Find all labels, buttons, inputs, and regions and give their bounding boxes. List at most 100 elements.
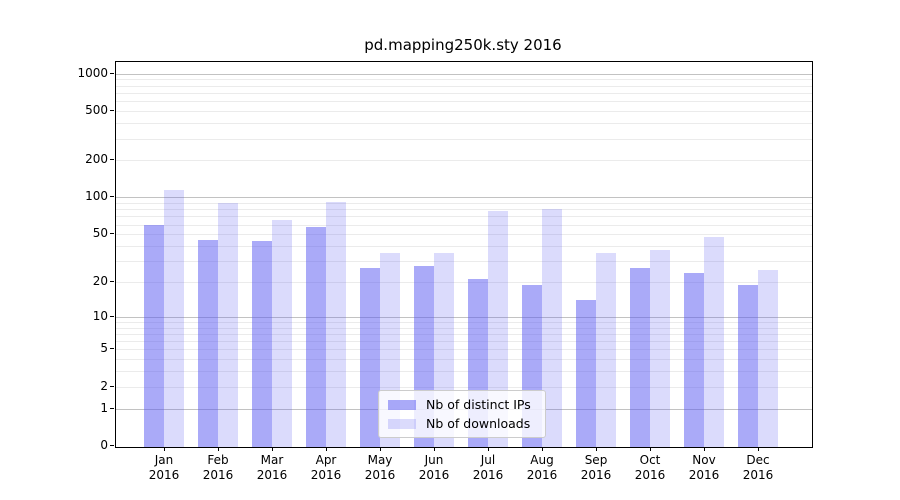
bar-distinct-ips [360, 268, 380, 447]
x-axis-tick [650, 447, 651, 451]
gridline-major [116, 316, 812, 318]
y-axis-tick-label: 10 [92, 308, 108, 323]
gridline-minor [116, 341, 812, 343]
gridline-minor [116, 371, 812, 373]
y-axis-tick [110, 280, 114, 282]
gridline-minor [116, 333, 812, 335]
x-axis-tick-label: Mar 2016 [256, 453, 288, 482]
y-axis-tick-label: 1 [100, 400, 108, 415]
gridline-minor [116, 138, 812, 140]
plot-area: Nb of distinct IPs Nb of downloads [115, 61, 813, 448]
bar-downloads [542, 209, 562, 447]
gridline-minor [116, 327, 812, 329]
y-axis-tick-label: 200 [85, 152, 108, 167]
x-axis-tick-label: Oct 2016 [634, 453, 666, 482]
gridline-minor [116, 111, 812, 112]
x-axis-tick [704, 447, 705, 451]
bar-downloads [326, 202, 346, 447]
bar-distinct-ips [630, 268, 650, 447]
x-axis-tick-label: Nov 2016 [688, 453, 720, 482]
gridline-major [116, 197, 812, 199]
x-axis-tick-label: Jun 2016 [418, 453, 450, 482]
gridline-minor [116, 160, 812, 162]
gridline-major [116, 73, 812, 75]
y-axis-tick [110, 348, 114, 350]
gridline-minor [116, 202, 812, 204]
x-axis-tick-label: Feb 2016 [202, 453, 234, 482]
bar-downloads [164, 190, 184, 447]
gridline-minor [116, 359, 812, 361]
gridline-minor [116, 386, 812, 388]
legend-item: Nb of downloads [379, 416, 545, 431]
legend-swatch-downloads [388, 418, 416, 429]
x-axis-tick [218, 447, 219, 451]
x-axis-tick [164, 447, 165, 451]
gridline-minor [116, 85, 812, 87]
x-axis-tick [758, 447, 759, 451]
x-axis-tick [434, 447, 435, 451]
bar-distinct-ips [684, 272, 704, 447]
chart-title: pd.mapping250k.sty 2016 [364, 36, 562, 54]
x-axis-tick-label: Sep 2016 [580, 453, 612, 482]
y-axis-tick-label: 2 [100, 378, 108, 393]
y-axis-tick [110, 385, 114, 387]
legend-swatch-distinct-ips [388, 399, 416, 410]
y-axis-tick-label: 20 [92, 273, 108, 288]
bar-downloads [758, 270, 778, 447]
gridline-minor [116, 224, 812, 226]
gridline-minor [116, 261, 812, 262]
bar-downloads [488, 211, 508, 447]
y-axis-tick-label: 1000 [77, 65, 108, 80]
x-axis-tick-label: Jul 2016 [472, 453, 504, 482]
x-axis-tick-label: Apr 2016 [310, 453, 342, 482]
x-axis-tick [326, 447, 327, 451]
gridline-minor [116, 209, 812, 211]
gridline-minor [116, 216, 812, 218]
bar-downloads [218, 202, 238, 447]
y-axis-tick [110, 196, 114, 198]
y-axis-tick [110, 110, 114, 111]
x-axis-tick-label: May 2016 [364, 453, 396, 482]
x-axis-tick-label: Jan 2016 [148, 453, 180, 482]
y-axis-tick [110, 315, 114, 317]
x-axis-tick [380, 447, 381, 451]
x-axis-tick-label: Dec 2016 [742, 453, 774, 482]
y-axis-tick-label: 100 [85, 189, 108, 204]
bar-distinct-ips [252, 240, 272, 447]
y-axis-tick [110, 445, 114, 446]
x-axis-tick [272, 447, 273, 451]
gridline-minor [116, 101, 812, 103]
gridline-minor [116, 349, 812, 351]
legend-label: Nb of distinct IPs [426, 397, 531, 412]
legend-item: Nb of distinct IPs [379, 397, 545, 412]
bar-distinct-ips [144, 225, 164, 447]
y-axis-tick-label: 500 [85, 103, 108, 117]
y-axis-tick-label: 50 [92, 226, 108, 241]
gridline-minor [116, 79, 812, 81]
legend-label: Nb of downloads [426, 416, 531, 431]
gridline-minor [116, 234, 812, 236]
gridline-minor [116, 245, 812, 247]
x-axis-tick [488, 447, 489, 451]
legend: Nb of distinct IPs Nb of downloads [378, 390, 546, 438]
x-axis-tick [596, 447, 597, 451]
y-axis-tick [110, 233, 114, 235]
gridline-minor [116, 321, 812, 323]
y-axis-tick [110, 159, 114, 161]
y-axis-tick-label: 0 [100, 438, 108, 452]
y-axis-tick [110, 407, 114, 409]
y-axis-tick [110, 72, 114, 74]
bar-downloads [596, 252, 616, 447]
bar-downloads [272, 220, 292, 447]
gridline-minor [116, 281, 812, 283]
bar-downloads [650, 250, 670, 447]
y-axis-tick-label: 5 [100, 341, 108, 356]
bar-distinct-ips [738, 284, 758, 447]
x-axis-tick-label: Aug 2016 [526, 453, 558, 482]
gridline-minor [116, 123, 812, 124]
bar-distinct-ips [306, 227, 326, 447]
bar-downloads [704, 237, 724, 447]
bar-distinct-ips [576, 300, 596, 447]
x-axis-tick [542, 447, 543, 451]
